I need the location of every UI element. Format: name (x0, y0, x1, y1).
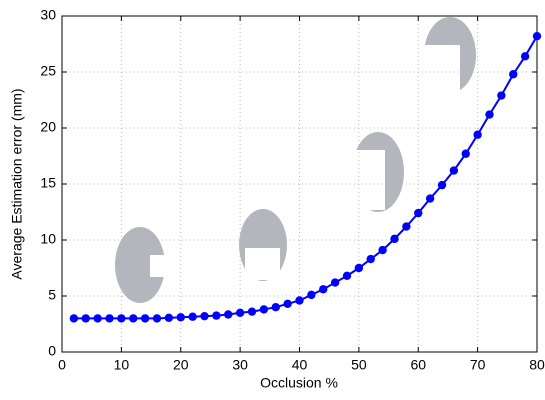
data-point (69, 314, 79, 323)
data-point (152, 314, 162, 323)
data-point (212, 311, 221, 320)
occlusion-patch (150, 255, 168, 277)
data-point (164, 313, 174, 323)
data-point (509, 70, 518, 79)
data-point (247, 307, 257, 316)
data-point (520, 52, 530, 61)
data-point (497, 91, 506, 100)
data-point (271, 303, 280, 312)
data-point (319, 285, 328, 294)
data-point (295, 296, 304, 305)
data-point (200, 311, 209, 321)
data-point (140, 314, 150, 323)
series-line (73, 35, 538, 320)
data-point (105, 314, 114, 323)
data-point (532, 31, 542, 41)
x-tick-label: 80 (529, 357, 545, 373)
x-tick-label: 50 (351, 357, 367, 373)
data-point (283, 299, 292, 309)
x-tick-label: 20 (173, 357, 189, 373)
data-point (81, 314, 90, 323)
data-point (461, 149, 470, 158)
data-point (425, 194, 435, 203)
data-point (93, 314, 102, 323)
y-tick-label: 20 (40, 119, 56, 135)
y-tick-label: 15 (40, 175, 56, 191)
data-point (342, 271, 352, 281)
data-point (330, 278, 340, 287)
x-tick-label: 0 (58, 357, 66, 373)
x-axis-label: Occlusion % (260, 375, 338, 391)
occlusion-patch (345, 150, 385, 210)
y-tick-label: 25 (40, 63, 56, 79)
data-point (437, 180, 447, 190)
x-tick-label: 60 (410, 357, 426, 373)
x-tick-label: 30 (232, 357, 248, 373)
data-point (473, 130, 482, 139)
x-tick-label: 40 (292, 357, 308, 373)
data-point (390, 234, 399, 244)
face-image (115, 227, 165, 303)
y-tick-label: 10 (40, 231, 56, 247)
data-point (414, 208, 423, 218)
plot-frame (61, 15, 538, 353)
data-point (259, 305, 269, 314)
data-point (366, 254, 375, 264)
y-tick-label: 0 (48, 343, 56, 359)
data-point (117, 314, 126, 323)
data-point (224, 310, 233, 319)
x-tick-label: 70 (470, 357, 486, 373)
data-point (378, 245, 387, 255)
y-tick-label: 30 (40, 7, 56, 23)
data-point (354, 263, 364, 273)
data-point (307, 290, 316, 300)
y-axis-label: Average Estimation error (mm) (9, 88, 25, 279)
occlusion-patch (245, 248, 280, 280)
y-tick-label: 5 (48, 287, 56, 303)
data-point (188, 312, 197, 321)
data-point (485, 110, 494, 119)
face-images (115, 17, 476, 303)
data-point (402, 222, 411, 231)
data-point (129, 314, 138, 323)
data-point (449, 166, 459, 175)
data-point (235, 308, 245, 317)
data-point (176, 313, 185, 322)
x-tick-label: 10 (114, 357, 130, 373)
occlusion-patch (420, 45, 460, 105)
